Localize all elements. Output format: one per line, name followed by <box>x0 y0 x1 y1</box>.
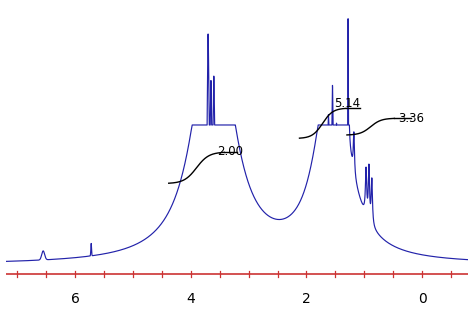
Text: 5.14: 5.14 <box>334 97 360 110</box>
Text: 3.36: 3.36 <box>398 112 424 124</box>
Text: 2.00: 2.00 <box>217 145 243 158</box>
